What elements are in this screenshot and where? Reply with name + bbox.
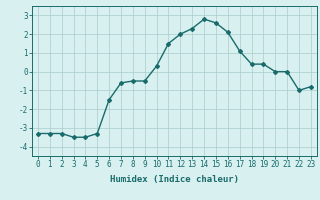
X-axis label: Humidex (Indice chaleur): Humidex (Indice chaleur) (110, 175, 239, 184)
